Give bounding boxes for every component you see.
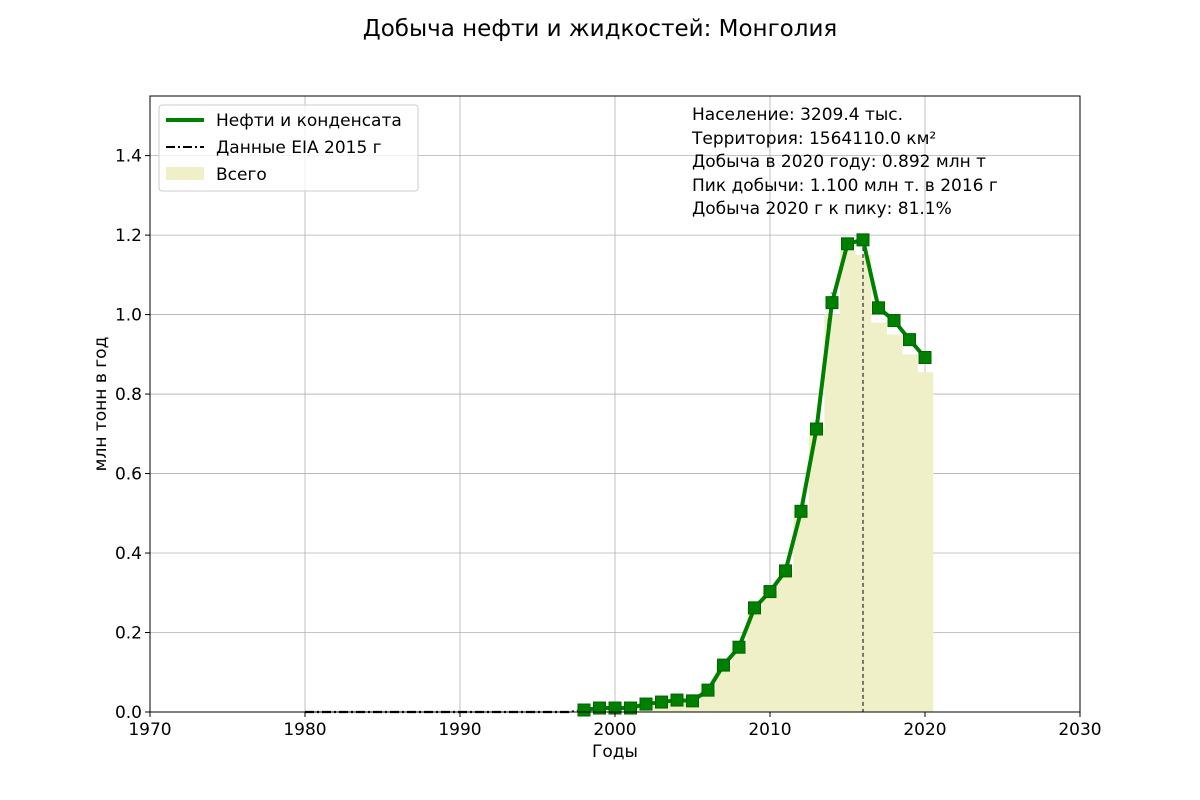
legend-oil-label: Нефти и конденсата <box>216 111 402 131</box>
oil-point <box>810 422 823 436</box>
oil-point <box>825 296 839 310</box>
oil-point <box>794 504 808 518</box>
oil-point <box>639 697 653 711</box>
total-bar <box>808 429 825 712</box>
y-axis-ticks: 0.0 0.2 0.4 0.6 0.8 1.0 1.2 1.4 <box>115 147 150 723</box>
y-axis-label: млн тонн в год <box>91 337 111 472</box>
total-bar <box>855 254 872 712</box>
oil-point <box>763 585 777 599</box>
total-bar <box>917 372 934 712</box>
info-ratio: Добыча 2020 г к пику: 81.1% <box>692 199 952 219</box>
y-tick-label: 0.0 <box>115 703 142 723</box>
y-tick-label: 1.2 <box>115 226 142 246</box>
oil-point <box>686 694 699 708</box>
oil-point <box>577 703 591 717</box>
info-population: Население: 3209.4 тыс. <box>692 105 903 125</box>
total-bar <box>793 511 810 712</box>
legend-total-swatch <box>166 167 204 180</box>
x-axis-label: Годы <box>592 742 638 762</box>
total-area <box>576 250 934 713</box>
total-bar <box>839 250 856 713</box>
oil-point <box>655 695 668 709</box>
oil-point <box>779 564 792 578</box>
oil-point <box>841 237 854 251</box>
x-tick-label: 2030 <box>1058 720 1101 740</box>
info-territory: Территория: 1564110.0 км² <box>691 129 936 149</box>
oil-series <box>577 233 932 717</box>
oil-point <box>887 314 901 328</box>
x-tick-label: 2000 <box>593 720 636 740</box>
legend-box <box>158 104 419 192</box>
total-bar <box>824 314 841 712</box>
y-tick-label: 0.4 <box>115 544 142 564</box>
info-production-2020: Добыча в 2020 году: 0.892 млн т <box>692 152 986 172</box>
oil-point <box>918 351 932 365</box>
y-tick-label: 1.4 <box>115 147 142 167</box>
oil-point <box>872 301 885 315</box>
x-tick-label: 2020 <box>903 720 946 740</box>
total-bar <box>762 591 779 712</box>
y-tick-label: 1.0 <box>115 306 142 326</box>
chart-title: Добыча нефти и жидкостей: Монголия <box>363 16 837 42</box>
info-peak: Пик добычи: 1.100 млн т. в 2016 г <box>692 176 998 196</box>
total-bar <box>731 647 748 712</box>
total-bar <box>746 607 763 712</box>
y-tick-label: 0.2 <box>115 624 142 644</box>
legend-total-label: Всего <box>216 165 267 185</box>
x-tick-label: 1980 <box>283 720 326 740</box>
total-bar <box>886 334 903 712</box>
oil-point <box>717 658 730 672</box>
oil-point <box>856 233 870 247</box>
legend-eia-label: Данные EIA 2015 г <box>216 138 382 158</box>
x-tick-label: 2010 <box>748 720 791 740</box>
y-tick-label: 0.6 <box>115 465 142 485</box>
oil-point <box>624 701 637 715</box>
total-bar <box>777 570 794 712</box>
oil-point <box>732 640 746 654</box>
oil-point <box>748 601 761 615</box>
plot-area <box>149 95 1081 717</box>
oil-point <box>670 693 684 707</box>
oil-point <box>593 701 606 715</box>
oil-point <box>903 333 916 347</box>
x-tick-label: 1970 <box>128 720 171 740</box>
info-panel: Население: 3209.4 тыс. Территория: 15641… <box>691 105 998 219</box>
total-bar <box>901 354 918 712</box>
total-bar <box>870 322 887 712</box>
oil-point <box>701 683 715 697</box>
legend: Нефти и конденсата Данные EIA 2015 г Все… <box>158 104 419 192</box>
y-tick-label: 0.8 <box>115 385 142 405</box>
x-tick-label: 1990 <box>438 720 481 740</box>
total-bar <box>715 665 732 712</box>
x-axis-ticks: 1970 1980 1990 2000 2010 2020 2030 <box>128 712 1102 740</box>
